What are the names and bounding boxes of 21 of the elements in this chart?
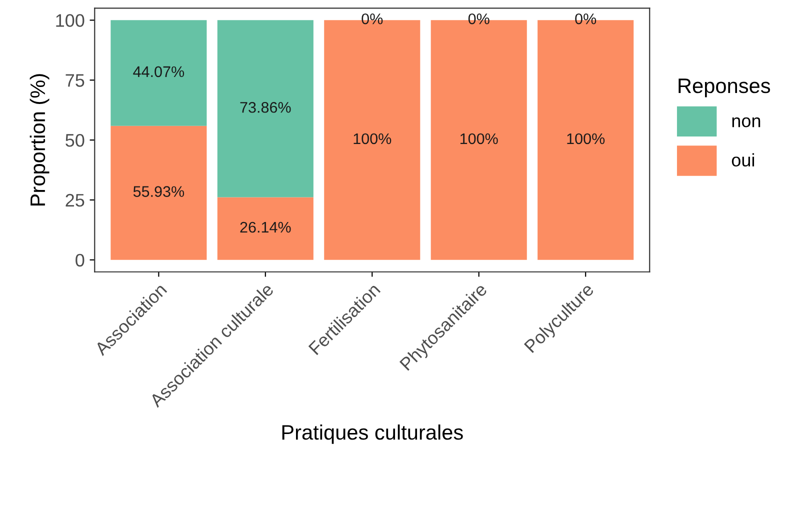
legend-title: Reponses xyxy=(678,78,770,98)
data-label: 73.86% xyxy=(240,102,291,113)
y-tick-label: 0 xyxy=(76,254,84,267)
bar xyxy=(217,197,314,260)
data-label: 100% xyxy=(354,133,392,144)
y-tick-label: 50 xyxy=(66,134,84,147)
data-label: 100% xyxy=(567,133,605,144)
bar xyxy=(217,20,314,198)
y-axis-title: Proportion (%) xyxy=(30,74,50,206)
data-label: 26.14% xyxy=(240,222,291,233)
data-label: 44.07% xyxy=(133,66,184,78)
y-tick-label: 25 xyxy=(66,194,84,207)
bar xyxy=(110,20,207,126)
y-tick-label: 75 xyxy=(66,74,84,87)
legend-label: oui xyxy=(732,153,754,167)
bar xyxy=(110,126,207,260)
legend-label: non xyxy=(732,117,760,128)
y-tick-label: 100 xyxy=(56,14,84,27)
data-label: 100% xyxy=(460,133,498,144)
data-label: 55.93% xyxy=(133,186,184,197)
x-axis-title: Pratiques culturales xyxy=(282,424,463,444)
